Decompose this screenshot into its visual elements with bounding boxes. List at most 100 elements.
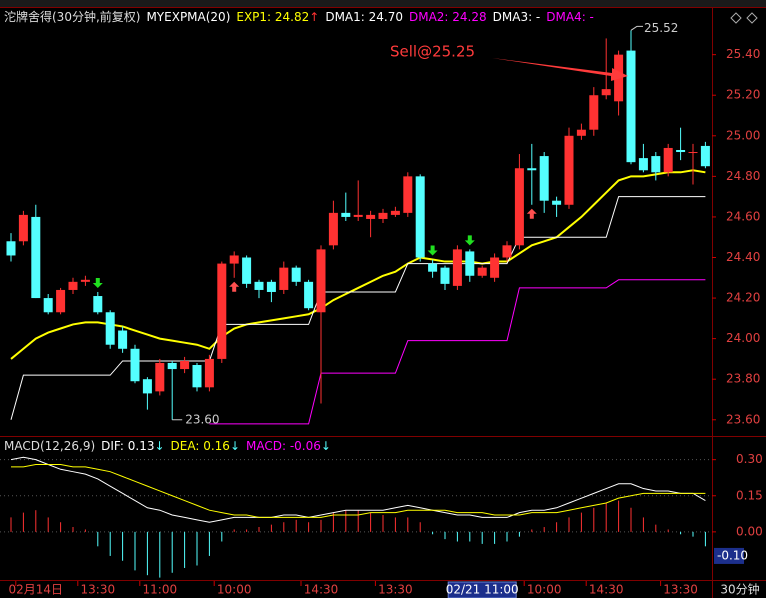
candle-body	[18, 214, 28, 242]
y-tick-label: 24.80	[726, 169, 760, 183]
candle-body	[130, 348, 140, 382]
x-tick-label: 10:00	[527, 583, 562, 597]
candle-body	[6, 241, 16, 256]
candle-body	[105, 312, 115, 345]
dma-line	[10, 196, 706, 420]
buy-signal	[526, 208, 537, 219]
panel-button[interactable]	[746, 12, 758, 24]
candle-body	[56, 289, 66, 313]
y-tick-label: 0.00	[736, 524, 763, 538]
candle-body	[43, 298, 53, 313]
dma-line	[209, 279, 706, 425]
candle-body	[180, 360, 190, 370]
panel-button[interactable]	[730, 12, 742, 24]
candle-body	[440, 267, 450, 284]
undefined: DMA2: 24.28	[409, 10, 487, 24]
candle-body	[415, 176, 425, 258]
candle-body	[378, 212, 388, 219]
candle-body	[576, 129, 586, 136]
x-tick-label: 10:00	[217, 583, 252, 597]
sell-signal	[92, 277, 103, 288]
candle-body	[514, 168, 524, 246]
candle-body	[390, 210, 400, 215]
candle-body	[428, 263, 438, 272]
period-label: 30分钟	[720, 582, 759, 597]
candle-body	[279, 267, 289, 290]
sell-signal	[427, 245, 438, 256]
y-tick-label: 24.20	[726, 291, 760, 305]
candle-body	[688, 152, 698, 154]
candle-body	[341, 212, 351, 217]
candle-body	[142, 379, 152, 394]
high-pointer	[630, 25, 643, 31]
trend-arrow: ↓	[230, 439, 240, 453]
candle-body	[490, 257, 500, 278]
undefined: DMA3: -	[493, 10, 541, 24]
y-tick-label: 24.60	[726, 209, 760, 223]
annotation-arrow	[492, 58, 628, 81]
exp-line	[10, 169, 706, 360]
candle-body	[217, 263, 227, 359]
candle-body	[266, 281, 276, 292]
x-tick-label: 13:30	[81, 583, 116, 597]
high-label: 25.52	[644, 21, 678, 35]
trend-arrow: ↓	[154, 439, 164, 453]
candle-body	[626, 50, 636, 163]
macd-line	[11, 463, 706, 518]
undefined: EXP1: 24.82	[236, 10, 309, 24]
candle-body	[204, 358, 214, 388]
sell-signal	[464, 235, 475, 246]
candle-body	[700, 145, 710, 167]
candle-body	[663, 147, 673, 173]
x-tick-label: 13:30	[663, 583, 698, 597]
candle-body	[552, 200, 562, 205]
candle-body	[328, 212, 338, 246]
candle-body	[304, 281, 314, 309]
candle-body	[68, 281, 78, 290]
annotation: Sell@25.25	[390, 43, 475, 61]
candle-body	[192, 365, 202, 388]
candle-body	[118, 330, 128, 349]
cursor-value: -0.10	[717, 548, 748, 562]
candle-body	[229, 255, 239, 264]
candle-body	[316, 249, 326, 313]
cursor-box	[447, 581, 517, 598]
x-tick-label: 13:30	[378, 583, 413, 597]
y-tick-label: 25.20	[726, 88, 760, 102]
y-tick-label: 24.40	[726, 250, 760, 264]
candle-body	[539, 156, 549, 201]
legend: 沱牌舍得(30分钟,前复权) MYEXPMA(20) EXP1: 24.82↑ DMA…	[4, 9, 594, 24]
undefined: DIF: 0.13	[101, 439, 154, 453]
buy-signal	[229, 281, 240, 292]
trend-arrow: ↓	[321, 439, 331, 453]
undefined: 沱牌舍得(30分钟,前复权)	[4, 9, 140, 24]
toolbar-strip	[0, 0, 766, 7]
candle-body	[465, 251, 475, 276]
y-tick-label: 24.00	[726, 331, 760, 345]
candle-body	[80, 279, 90, 282]
x-tick-label: 11:00	[143, 583, 178, 597]
candle-body	[291, 267, 301, 282]
y-tick-label: 25.00	[726, 128, 760, 142]
candle-body	[403, 176, 413, 213]
candle-body	[676, 149, 686, 153]
y-tick-label: 23.60	[726, 412, 760, 426]
x-tick-label: 02月14日	[9, 583, 64, 597]
candle-body	[93, 296, 103, 313]
candle-body	[527, 168, 537, 171]
x-tick-label: 14:30	[304, 583, 339, 597]
candle-body	[502, 245, 512, 258]
candle-body	[601, 89, 611, 96]
undefined: MACD(12,26,9)	[4, 439, 95, 453]
candle-body	[477, 267, 487, 276]
candle-body	[155, 362, 165, 392]
trend-arrow: ↑	[309, 10, 319, 24]
low-label: 23.60	[185, 412, 219, 426]
candle-body	[242, 257, 252, 284]
macd-line	[10, 456, 706, 523]
candle-body	[651, 156, 661, 173]
undefined: DMA4: -	[546, 10, 594, 24]
